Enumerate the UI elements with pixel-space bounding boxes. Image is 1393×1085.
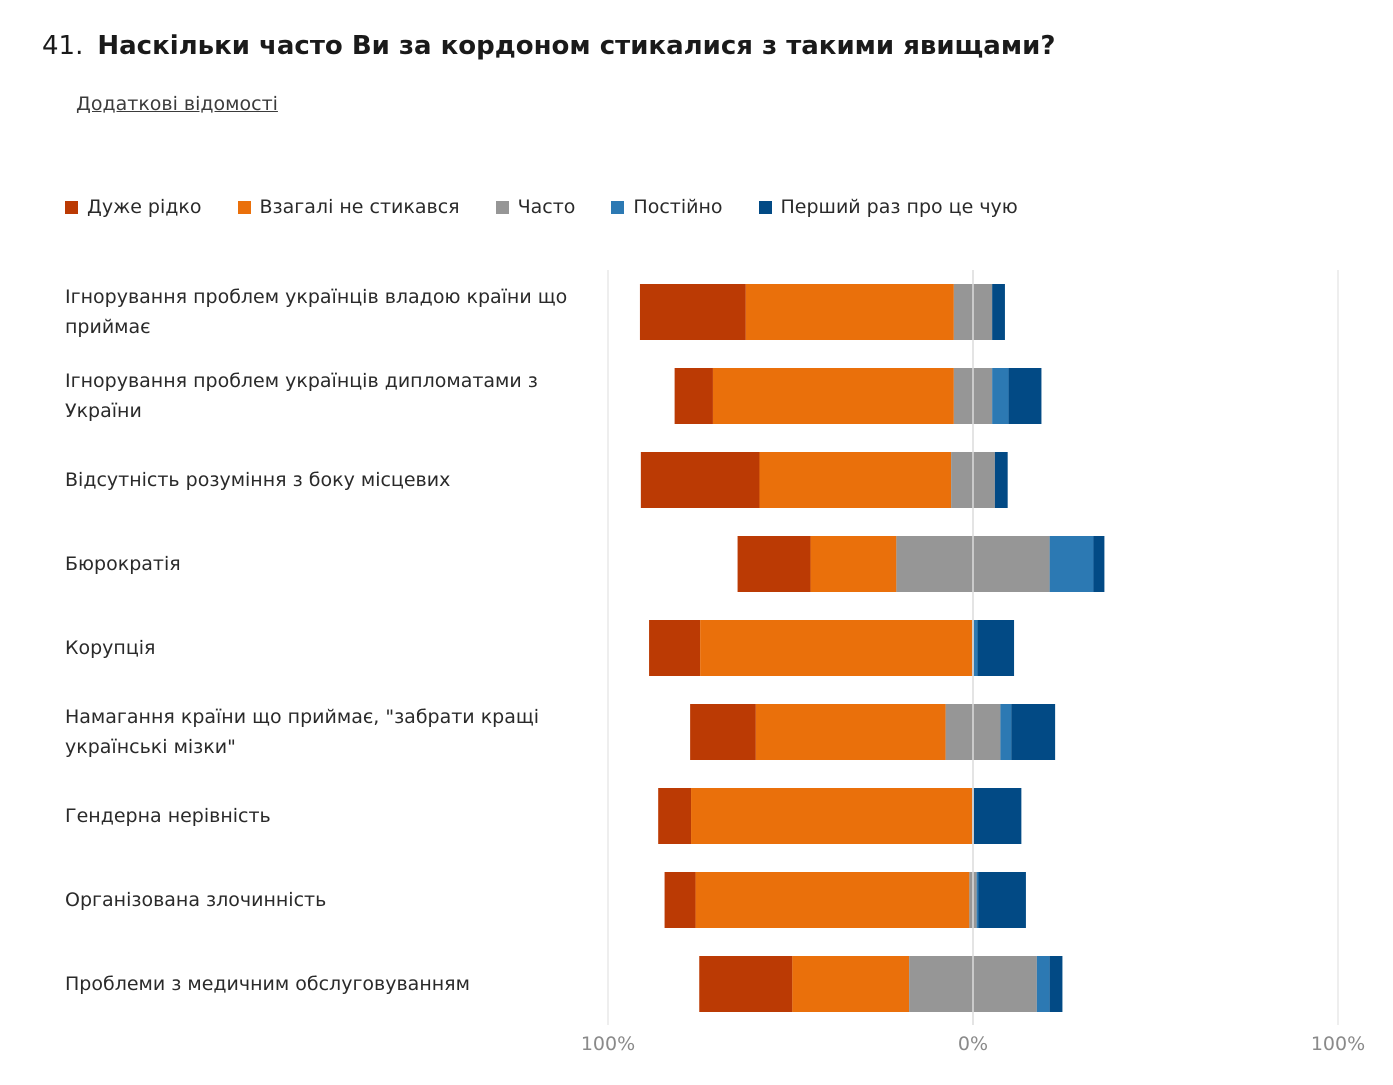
bar-segment[interactable] (1093, 536, 1105, 592)
category-label: Бюрократія (65, 553, 181, 575)
bar-segment[interactable] (1008, 368, 1042, 424)
bar-segment[interactable] (977, 620, 1015, 676)
bar-segment[interactable] (640, 452, 760, 508)
additional-details-link[interactable]: Додаткові відомості (76, 93, 278, 115)
bar-segment[interactable] (737, 536, 811, 592)
category-label: Відсутність розуміння з боку місцевих (65, 469, 451, 491)
category-label: Проблеми з медичним обслуговуванням (65, 973, 470, 995)
legend-swatch (611, 200, 625, 214)
legend-label: Перший раз про це чую (780, 196, 1018, 218)
legend-swatch (495, 200, 509, 214)
bar-segment[interactable] (1049, 536, 1094, 592)
bar-segment[interactable] (695, 872, 970, 928)
bar-segment[interactable] (810, 536, 897, 592)
bar-segment[interactable] (664, 872, 696, 928)
chart-legend: Дуже рідко Взагалі не стикався Часто Постій… (65, 196, 1054, 218)
bar-segment[interactable] (973, 788, 1022, 844)
bar-segment[interactable] (712, 368, 954, 424)
bar-segment[interactable] (976, 872, 979, 928)
bar-segment[interactable] (691, 788, 973, 844)
legend-swatch (237, 200, 251, 214)
legend-label: Постійно (633, 196, 723, 218)
category-label: Ігнорування проблем українців владою кра… (65, 286, 568, 338)
bar-segment[interactable] (690, 704, 756, 760)
category-label: Гендерна нерівність (65, 805, 271, 827)
bar-segment[interactable] (755, 704, 946, 760)
bar-segment[interactable] (792, 956, 910, 1012)
bar-segment[interactable] (700, 620, 973, 676)
bar-segment[interactable] (674, 368, 713, 424)
x-tick-label: 0% (958, 1033, 988, 1055)
category-label: Корупція (65, 637, 156, 659)
bar-segment[interactable] (699, 956, 793, 1012)
category-label: Організована злочинність (65, 889, 327, 911)
legend-item[interactable]: Постійно (611, 196, 723, 218)
bar-segment[interactable] (1036, 956, 1050, 1012)
bar-segment[interactable] (994, 452, 1008, 508)
bar-segment[interactable] (1011, 704, 1056, 760)
legend-label: Дуже рідко (87, 196, 202, 218)
bar-segment[interactable] (759, 452, 952, 508)
bar-segment[interactable] (649, 620, 701, 676)
x-tick-label: 100% (1311, 1033, 1365, 1055)
bar-segment[interactable] (992, 284, 1005, 340)
legend-swatch (65, 200, 78, 214)
legend-item[interactable]: Дуже рідко (65, 196, 202, 218)
legend-label: Часто (517, 196, 576, 218)
legend-label: Взагалі не стикався (259, 196, 460, 218)
question-number: 41. (42, 31, 84, 61)
x-tick-label: 100% (581, 1033, 635, 1055)
bar-segment[interactable] (745, 284, 954, 340)
bar-segment[interactable] (973, 620, 978, 676)
question-text: Наскільки часто Ви за кордоном стикалися… (97, 31, 1056, 61)
legend-item[interactable]: Перший раз про це чую (758, 196, 1018, 218)
legend-item[interactable]: Часто (495, 196, 576, 218)
bar-segment[interactable] (1049, 956, 1063, 1012)
bar-segment[interactable] (639, 284, 746, 340)
bar-segment[interactable] (978, 872, 1026, 928)
legend-swatch (758, 200, 772, 214)
category-label: Намагання країни що приймає, "забрати кр… (65, 706, 540, 758)
bar-segment[interactable] (992, 368, 1009, 424)
bar-segment[interactable] (1000, 704, 1012, 760)
legend-item[interactable]: Взагалі не стикався (237, 196, 460, 218)
bar-segment[interactable] (658, 788, 692, 844)
question-title: 41. Наскільки часто Ви за кордоном стикал… (42, 28, 1055, 64)
category-label: Ігнорування проблем українців дипломатам… (65, 370, 538, 422)
